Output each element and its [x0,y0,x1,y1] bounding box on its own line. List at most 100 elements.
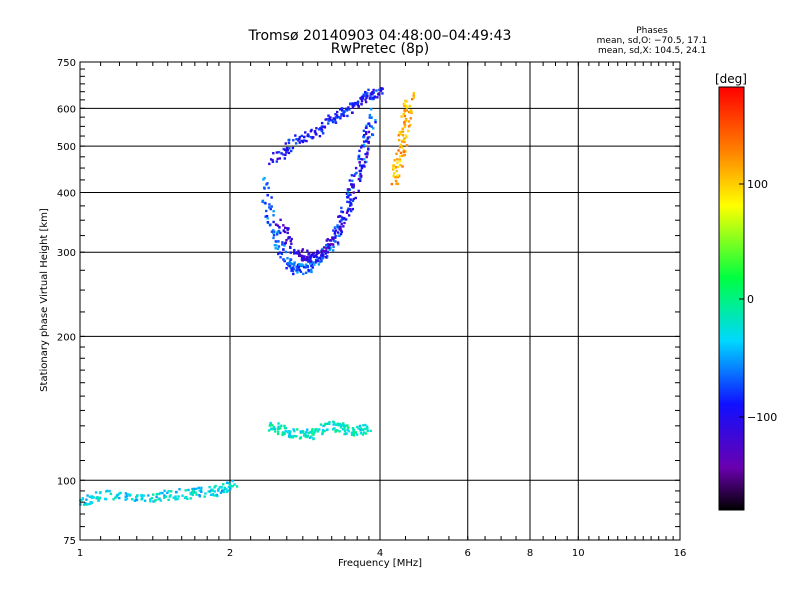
data-point [150,496,154,500]
data-point [391,168,395,171]
data-point [358,175,361,178]
data-point [332,423,335,426]
data-point [301,259,304,262]
data-point [300,134,303,138]
data-point [357,104,360,108]
data-point [141,496,144,500]
data-point [345,109,349,112]
data-point [271,159,274,162]
data-point [193,487,196,491]
data-point [319,423,323,426]
data-point [294,251,297,255]
data-point [338,214,341,218]
data-point [368,135,371,139]
data-point [304,131,307,134]
data-point [401,133,405,137]
x-tick-label: 1 [77,548,83,559]
data-point [352,427,355,431]
data-point [90,501,93,504]
data-point [399,151,403,155]
data-point [298,437,302,440]
data-point [364,94,367,98]
data-point [326,251,329,254]
data-point [365,425,369,428]
data-point [296,271,299,274]
data-point [290,262,293,266]
data-point [283,148,287,152]
data-point [349,209,353,213]
data-point [334,226,337,229]
data-point [409,117,412,120]
data-point [303,255,306,258]
data-point [208,485,211,489]
data-point [300,264,303,268]
data-point [339,424,342,427]
data-point [371,133,375,137]
data-point [333,232,337,235]
data-point [366,153,369,156]
data-point [340,219,343,222]
data-point [344,218,348,221]
data-point [125,497,129,500]
data-point [272,231,275,235]
data-point [354,166,358,170]
data-point [395,152,398,156]
data-point [307,268,310,272]
data-point [369,94,372,98]
data-point [397,134,401,137]
data-point [296,263,300,267]
data-point [334,229,338,232]
data-point [362,431,366,434]
data-point [362,424,365,427]
data-point [331,249,335,252]
data-point [328,422,331,425]
data-point [286,227,289,230]
data-point [275,244,278,247]
data-point [279,218,282,222]
data-point [271,424,274,427]
data-point [194,491,197,494]
data-point [329,116,332,119]
data-point [292,266,295,269]
data-point [287,237,290,240]
data-point [87,502,90,506]
data-point [290,269,293,272]
data-point [320,121,324,125]
data-point [311,261,315,264]
data-point [399,132,402,136]
data-point [392,172,396,175]
data-point [261,199,265,203]
data-point [277,240,280,243]
data-point [97,498,100,502]
data-point [398,158,402,161]
data-point [402,149,406,152]
data-point [342,111,345,115]
data-point [318,428,321,431]
data-point [365,155,368,159]
x-tick-label: 8 [527,548,533,559]
data-point [304,435,307,438]
data-point [329,239,333,242]
data-point [325,255,329,258]
data-point [308,252,311,255]
data-point [364,98,367,101]
data-point [360,97,363,100]
data-point [317,128,321,131]
data-point [323,125,326,128]
x-axis: 1 2 4 6 8 10 16 [77,62,686,559]
data-point [287,263,290,267]
data-point [167,490,170,493]
data-point [334,234,337,238]
data-point [403,123,407,127]
data-points [79,87,416,506]
data-point [131,498,134,501]
data-point [191,493,194,497]
data-point [327,122,330,125]
data-point [207,490,210,493]
data-point [339,426,343,429]
data-point [278,157,282,160]
data-point [200,486,203,490]
data-point [95,497,98,500]
data-point [359,429,362,432]
data-point [168,495,172,498]
